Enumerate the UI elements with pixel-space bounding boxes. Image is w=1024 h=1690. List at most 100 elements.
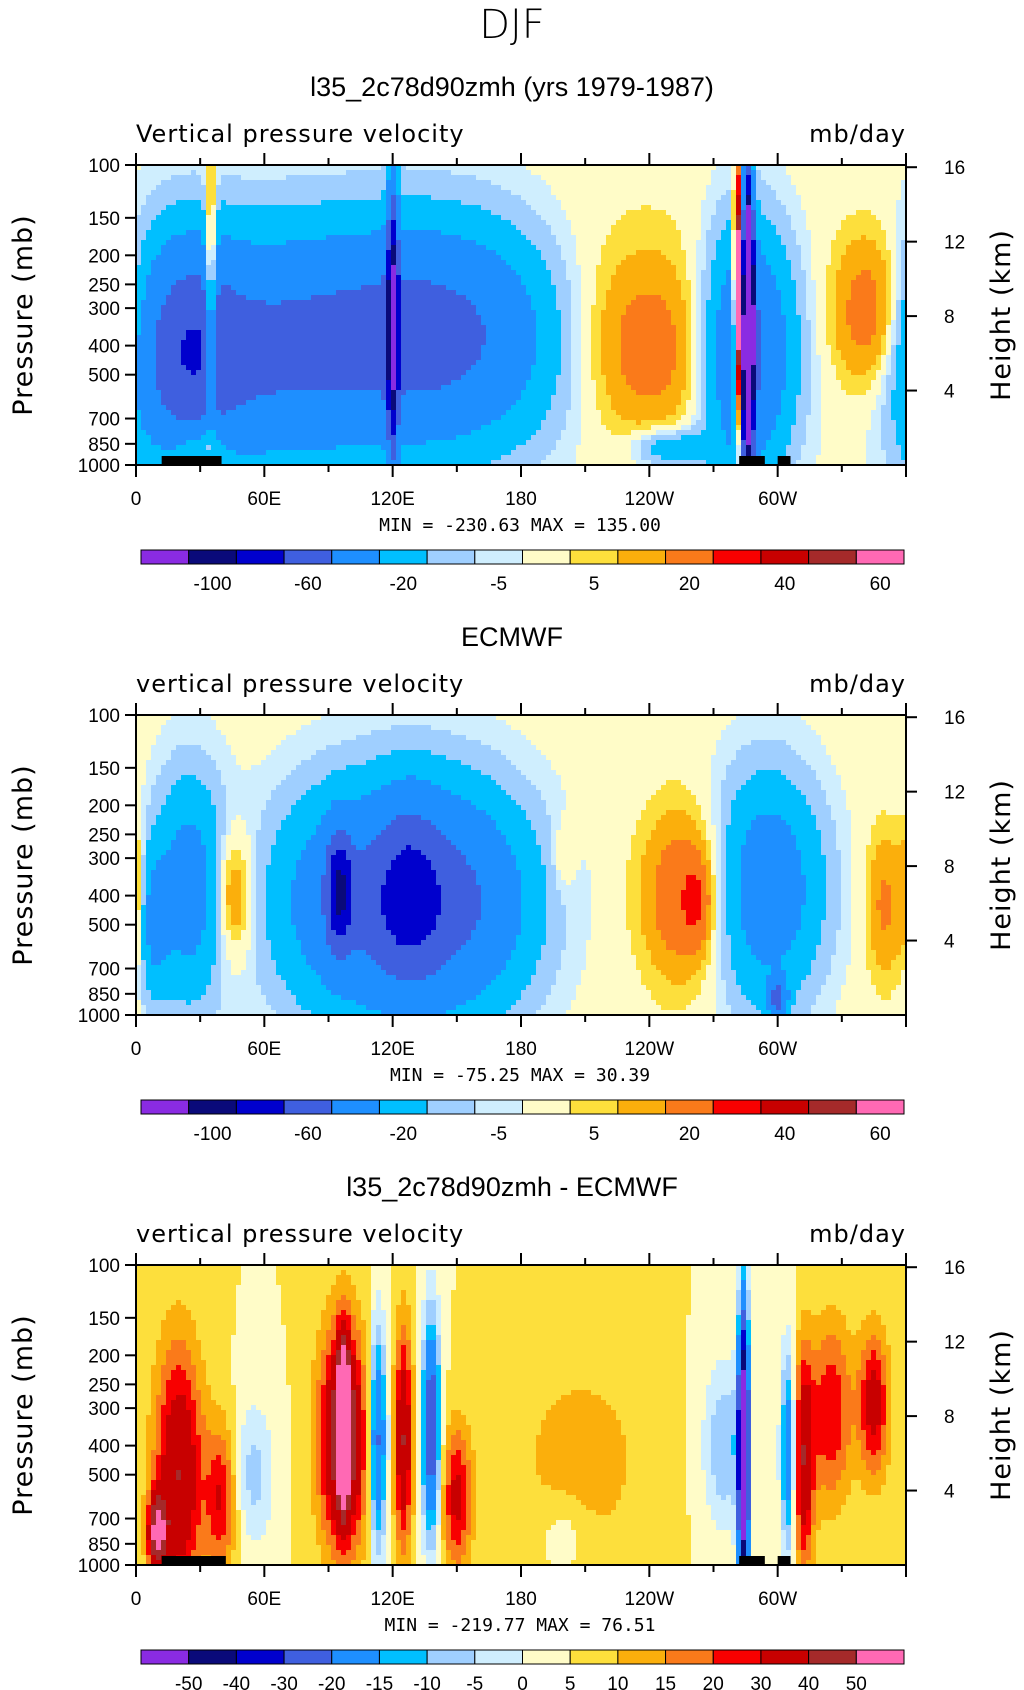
field-cell: [156, 185, 162, 191]
field-cell: [746, 230, 752, 236]
field-cell: [496, 320, 502, 326]
field-cell: [636, 180, 642, 186]
field-cell: [806, 265, 812, 271]
field-cell: [656, 230, 662, 236]
field-cell: [211, 320, 217, 326]
field-cell: [331, 175, 337, 181]
field-cell: [456, 180, 462, 186]
field-cell: [306, 285, 312, 291]
field-cell: [461, 295, 467, 301]
field-cell: [401, 325, 407, 331]
field-cell: [171, 165, 177, 171]
field-cell: [856, 240, 862, 246]
field-cell: [751, 255, 757, 261]
field-cell: [391, 295, 397, 301]
field-cell: [141, 270, 147, 276]
field-cell: [426, 235, 432, 241]
field-cell: [426, 165, 432, 171]
field-cell: [416, 245, 422, 251]
field-cell: [251, 175, 257, 181]
field-cell: [321, 180, 327, 186]
field-cell: [761, 265, 767, 271]
field-cell: [556, 200, 562, 206]
field-cell: [901, 180, 907, 186]
field-cell: [441, 245, 447, 251]
field-cell: [846, 225, 852, 231]
field-cell: [261, 205, 267, 211]
field-cell: [386, 165, 392, 171]
field-cell: [611, 215, 617, 221]
field-cell: [221, 275, 227, 281]
field-cell: [286, 235, 292, 241]
field-cell: [181, 260, 187, 266]
field-cell: [286, 295, 292, 301]
field-cell: [756, 300, 762, 306]
field-cell: [201, 245, 207, 251]
field-cell: [416, 190, 422, 196]
field-cell: [831, 315, 837, 321]
field-cell: [716, 175, 722, 181]
field-cell: [521, 270, 527, 276]
field-cell: [496, 295, 502, 301]
field-cell: [631, 265, 637, 271]
field-cell: [161, 320, 167, 326]
field-cell: [431, 230, 437, 236]
field-cell: [491, 300, 497, 306]
field-cell: [666, 285, 672, 291]
field-cell: [351, 270, 357, 276]
field-cell: [856, 235, 862, 241]
field-cell: [686, 300, 692, 306]
field-cell: [246, 290, 252, 296]
field-cell: [566, 285, 572, 291]
field-cell: [431, 235, 437, 241]
field-cell: [396, 300, 402, 306]
field-cell: [871, 225, 877, 231]
field-cell: [451, 190, 457, 196]
field-cell: [641, 205, 647, 211]
field-cell: [456, 165, 462, 171]
field-cell: [741, 280, 747, 286]
field-cell: [736, 215, 742, 221]
field-cell: [466, 190, 472, 196]
field-cell: [411, 245, 417, 251]
field-cell: [791, 230, 797, 236]
field-cell: [431, 325, 437, 331]
field-cell: [376, 295, 382, 301]
field-cell: [241, 290, 247, 296]
field-cell: [336, 170, 342, 176]
field-cell: [201, 240, 207, 246]
field-cell: [166, 295, 172, 301]
field-cell: [296, 290, 302, 296]
field-cell: [776, 310, 782, 316]
field-cell: [356, 305, 362, 311]
field-cell: [736, 320, 742, 326]
field-cell: [236, 250, 242, 256]
field-cell: [361, 255, 367, 261]
field-cell: [141, 245, 147, 251]
field-cell: [351, 280, 357, 286]
field-cell: [346, 270, 352, 276]
field-cell: [561, 210, 567, 216]
field-cell: [441, 255, 447, 261]
field-cell: [481, 185, 487, 191]
field-cell: [676, 180, 682, 186]
field-cell: [431, 175, 437, 181]
field-cell: [611, 190, 617, 196]
field-cell: [761, 270, 767, 276]
field-cell: [326, 240, 332, 246]
field-cell: [726, 250, 732, 256]
field-cell: [366, 275, 372, 281]
field-cell: [576, 180, 582, 186]
field-cell: [821, 175, 827, 181]
field-cell: [261, 210, 267, 216]
field-cell: [351, 275, 357, 281]
field-cell: [246, 270, 252, 276]
field-cell: [361, 320, 367, 326]
field-cell: [591, 170, 597, 176]
field-cell: [321, 270, 327, 276]
field-cell: [566, 260, 572, 266]
field-cell: [581, 290, 587, 296]
field-cell: [616, 250, 622, 256]
field-cell: [886, 180, 892, 186]
field-cell: [171, 215, 177, 221]
